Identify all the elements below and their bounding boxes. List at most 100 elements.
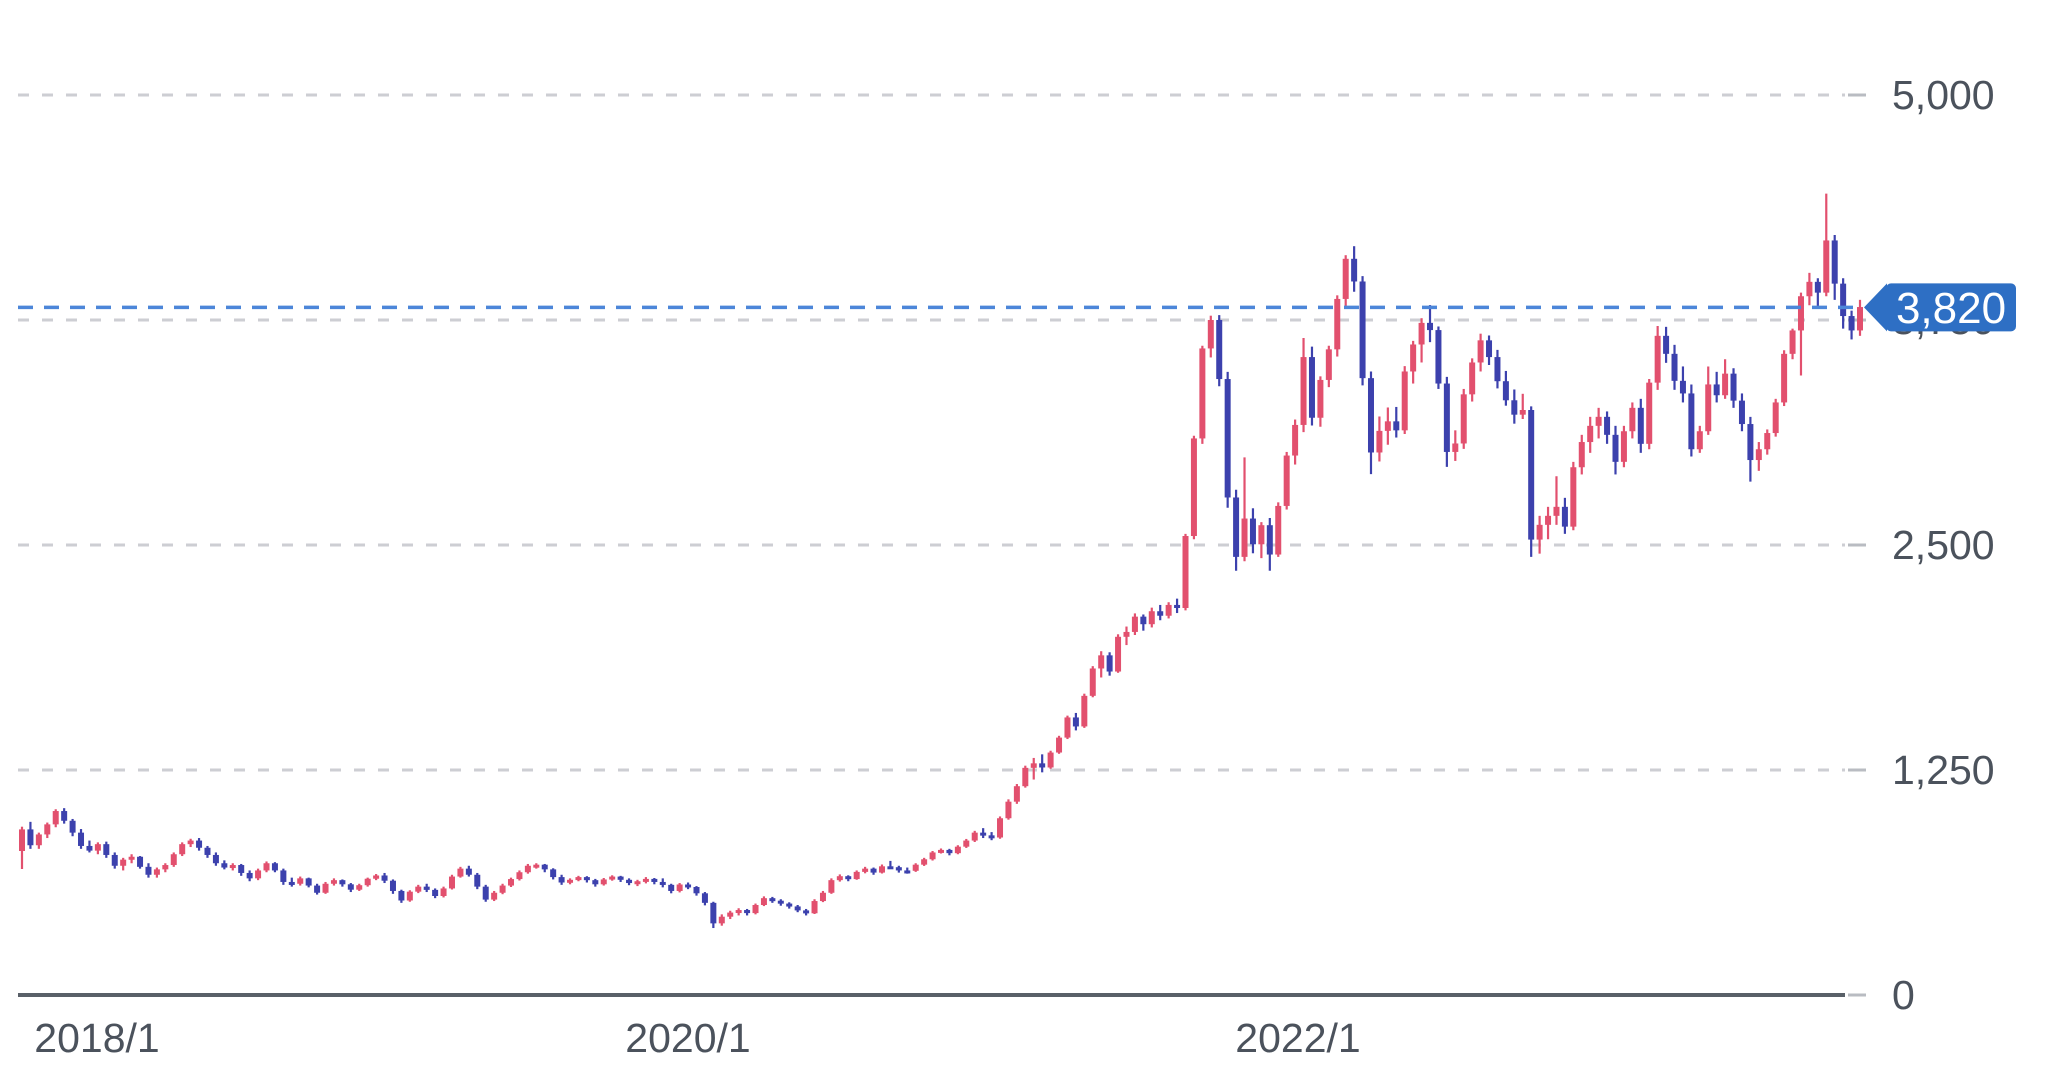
candle-up [1536,515,1543,554]
candle-up [94,842,101,855]
candle-up [364,877,371,887]
candle-up [1334,295,1341,357]
candle-down [870,867,877,875]
candle-down [701,892,708,906]
candle-down [347,883,354,893]
candle-down [221,860,228,870]
candle-down [1308,346,1315,426]
candle-up [1857,299,1863,336]
candle-down [777,899,784,906]
candle-up [440,886,447,898]
x-axis-label: 2022/1 [1235,1015,1360,1061]
candle-down [288,877,295,887]
candle-up [1030,757,1037,780]
candle-up [1620,425,1627,468]
candle-up [1629,402,1636,439]
candle-up [954,845,961,855]
candle-up [1705,366,1712,435]
candle-up [1123,626,1130,646]
candle-up [1553,476,1560,525]
candle-down [583,876,590,883]
candle-down [1174,598,1181,614]
candle-down [651,878,658,885]
candle-down [1738,393,1745,432]
candle-up [1460,388,1467,449]
candle-down [1502,370,1509,406]
candle-down [1604,411,1611,444]
candle-up [760,896,767,907]
candle-up [1519,393,1526,419]
candle-down [1848,310,1855,340]
candle-down [980,828,987,839]
candle-down [212,852,219,866]
candle-up [322,881,329,894]
candle-up [828,878,835,894]
candle-down [1528,406,1535,557]
candle-up [878,864,885,874]
candle-down [1494,349,1501,389]
candle-up [1089,666,1096,698]
candle-down [1393,406,1400,438]
candle-up [1056,735,1063,754]
candle-down [1612,425,1619,475]
candle-up [524,863,531,874]
candle-down [271,862,278,873]
candle-up [499,883,506,895]
candle-up [642,877,649,884]
candle-down [314,883,321,895]
candle-down [1039,754,1046,773]
candle-up [971,830,978,842]
candle-up [862,866,869,874]
candle-up [373,874,380,881]
candle-up [752,903,759,915]
candle-down [27,821,34,849]
x-axis-label: 2018/1 [34,1015,159,1061]
candle-up [1005,799,1012,820]
candle-down [1688,384,1695,457]
candle-down [558,874,565,885]
candle-up [575,875,582,882]
candle-up [567,878,574,885]
candle-down [78,829,85,849]
candle-up [533,863,540,869]
candle-up [35,832,42,849]
candle-up [1384,407,1391,445]
candle-down [895,865,902,873]
candle-up [415,884,422,894]
candle-up [1047,750,1054,769]
candle-down [1814,278,1821,308]
candle-down [61,808,68,824]
candle-up [330,878,337,886]
candle-up [1022,765,1029,788]
candle-down [1106,652,1113,676]
candle-down [744,908,751,916]
candle-up [356,883,363,891]
candle-up [406,890,413,902]
candle-up [179,842,186,857]
candle-down [137,856,144,869]
candle-up [600,878,607,886]
candle-up [1376,416,1383,462]
candle-up [929,851,936,861]
candle-up [187,838,194,848]
candle-down [794,905,801,913]
candle-up [1131,613,1138,635]
candle-down [668,883,675,894]
candle-down [246,870,253,882]
candle-down [845,875,852,882]
candle-up [1182,533,1189,611]
candle-down [423,883,430,893]
candle-down [196,838,203,851]
candle-up [1342,255,1349,308]
y-axis-label: 2,500 [1892,522,1995,568]
candle-up [229,863,236,871]
candle-down [1730,368,1737,408]
candle-down [482,884,489,902]
candle-up [1325,345,1332,388]
candle-down [204,845,211,858]
candle-up [1477,333,1484,372]
candle-up [508,877,515,887]
candle-up [1418,318,1425,363]
